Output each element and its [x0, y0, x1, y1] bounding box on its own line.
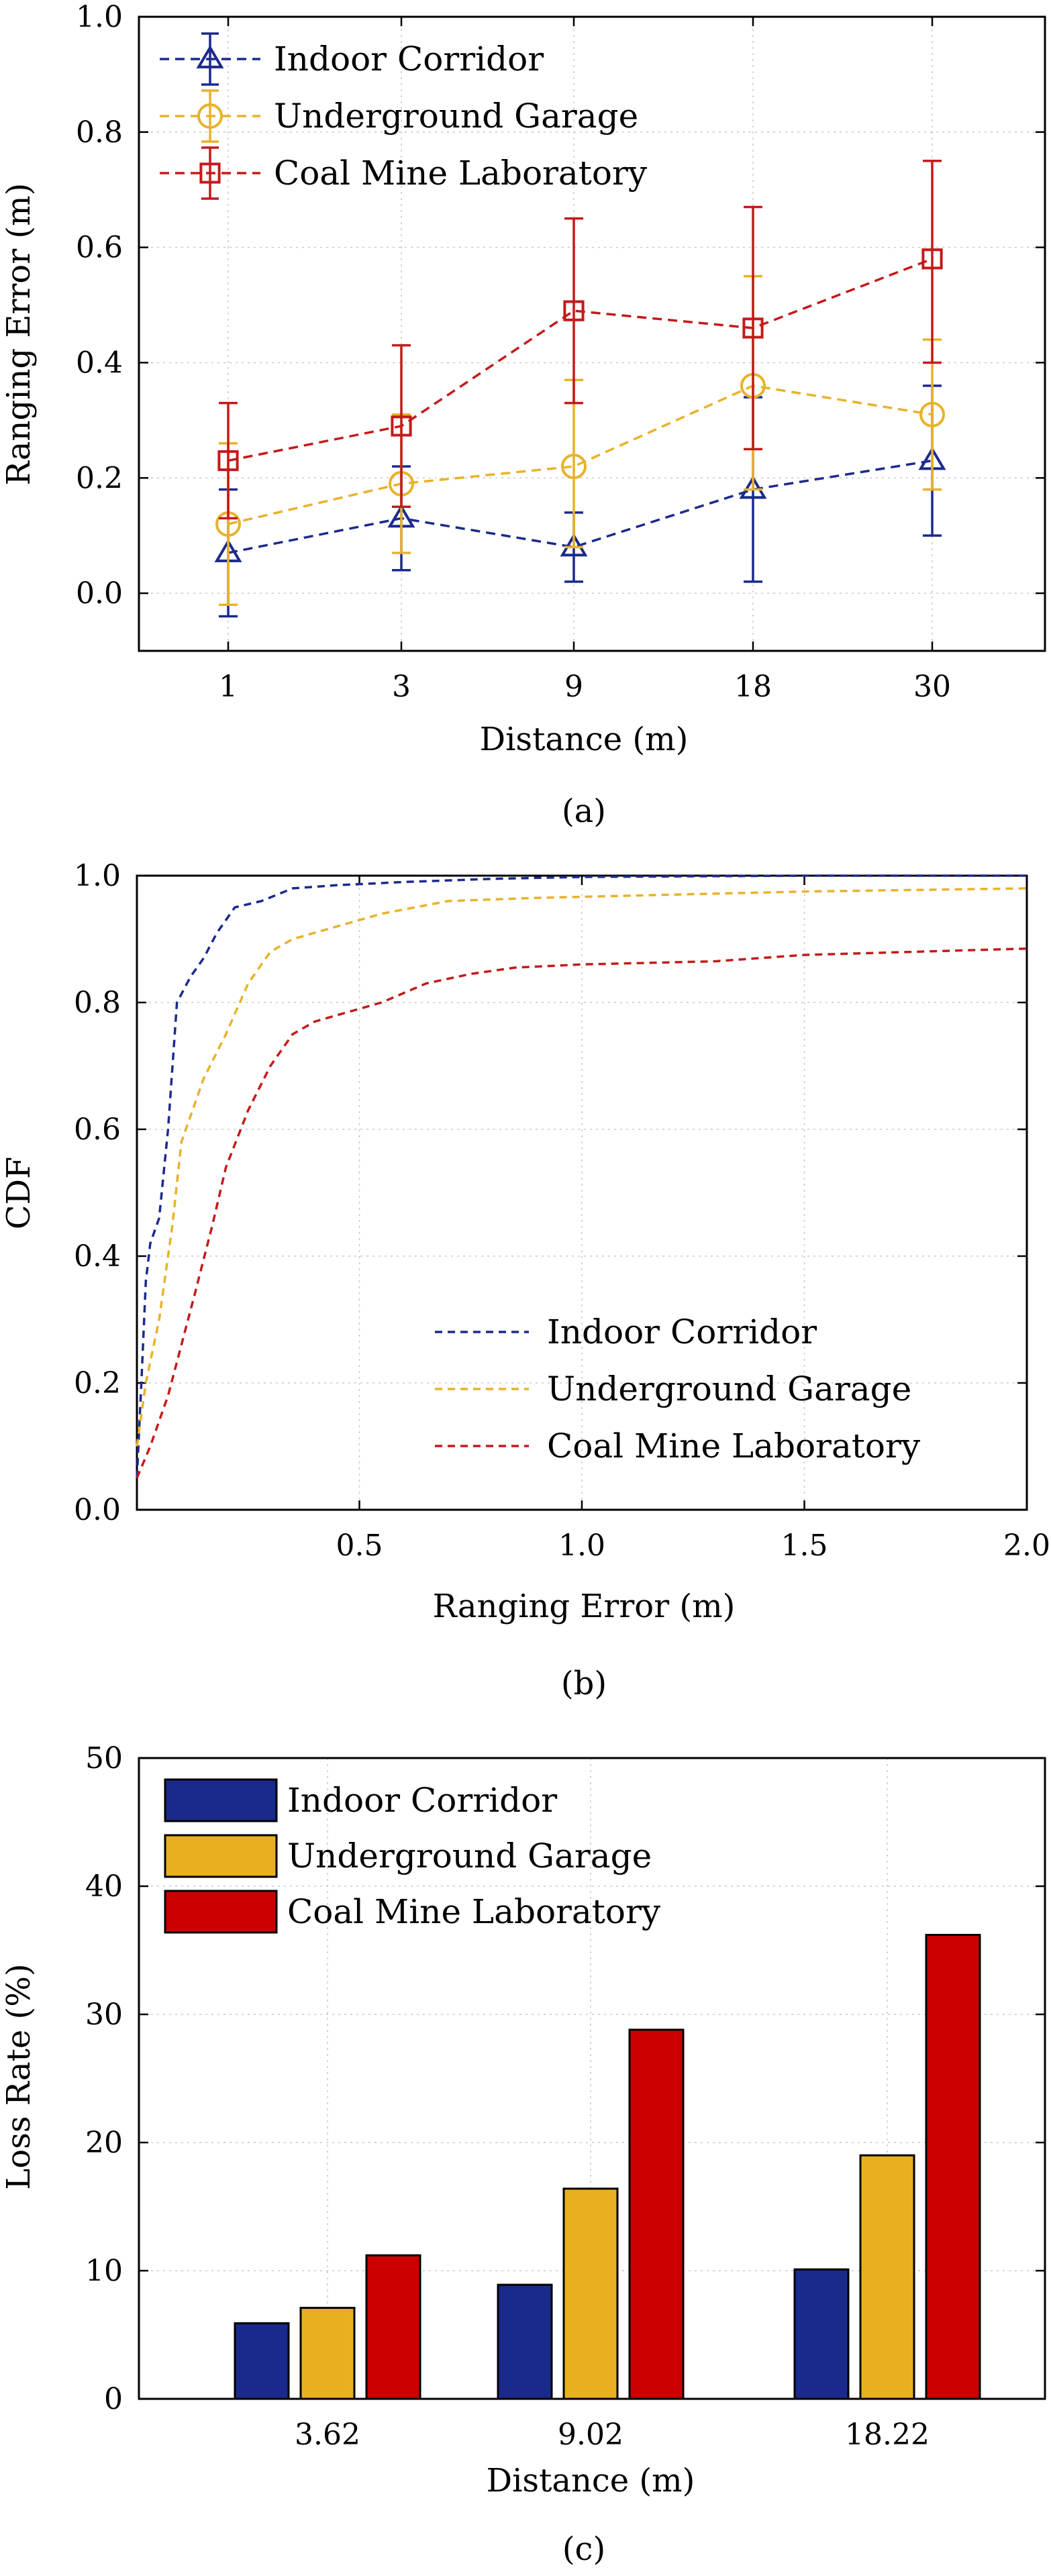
panel-c-bar-0 — [793, 2268, 850, 2400]
panel-c-ytick-label: 20 — [85, 2126, 123, 2160]
panel-c-ylabel: Loss Rate (%) — [0, 1963, 38, 2189]
legend-label: Indoor Corridor — [287, 1781, 557, 1820]
panel-a-series — [214, 160, 946, 618]
panel-c-ytick-label: 30 — [85, 1998, 123, 2032]
panel-b-ytick-label: 0.4 — [74, 1239, 121, 1274]
panel-b-xlabel: Ranging Error (m) — [433, 1588, 736, 1625]
panel-a-xtick-label: 18 — [734, 670, 772, 704]
panel-c-caption: (c) — [562, 2530, 605, 2568]
panel-a-point-1 — [561, 454, 587, 480]
legend-label: Indoor Corridor — [547, 1312, 817, 1351]
panel-b-xtick-label: 2.0 — [1003, 1529, 1050, 1563]
panel-b-ytick-label: 0.2 — [74, 1366, 121, 1400]
panel-a-ytick-label: 0.2 — [76, 461, 123, 495]
panel-c-bar-0 — [234, 2322, 290, 2400]
panel-c-xtick-label: 3.62 — [295, 2418, 360, 2452]
panel-c-ytick-label: 0 — [104, 2382, 123, 2416]
panel-a-point-0 — [560, 533, 588, 557]
panel-b-cdf: 0.0 0.2 0.4 0.6 0.8 1.0 0.5 1.0 1.5 2.0 CDF Rangi… — [0, 859, 1050, 1702]
panel-b-ylabel: CDF — [0, 1157, 38, 1230]
panel-a-line-1 — [228, 384, 933, 525]
panel-c-ytick-label: 10 — [85, 2254, 123, 2288]
legend-label: Underground Garage — [547, 1370, 911, 1408]
panel-c-legend: Indoor Corridor Underground Garage Coal Mi… — [164, 1778, 661, 1934]
panel-a-xtick-label: 9 — [564, 670, 583, 704]
legend-label: Underground Garage — [287, 1837, 652, 1875]
panel-a-caption: (a) — [562, 792, 606, 830]
legend-marker — [196, 45, 224, 68]
panel-a-ytick-label: 0.4 — [76, 346, 123, 380]
panel-c-bar-2 — [365, 2254, 421, 2400]
panel-a-ytick-label: 1.0 — [76, 0, 123, 34]
legend-label: Coal Mine Laboratory — [287, 1892, 661, 1931]
panel-a-point-2 — [563, 300, 585, 321]
panel-c-bar-1 — [859, 2154, 915, 2400]
panel-a-frame — [138, 15, 1046, 652]
panel-b-ytick-label: 0.8 — [74, 986, 121, 1020]
panel-b-xtick-label: 1.0 — [558, 1529, 605, 1563]
panel-c-loss-rate: 0 10 20 30 40 50 3.62 9.02 18.22 Loss Rate (%) D… — [0, 1741, 1046, 2568]
panel-c-ytick-label: 40 — [85, 1869, 123, 1904]
panel-b-ytick-label: 0.6 — [74, 1113, 121, 1147]
panel-a-ylabel: Ranging Error (m) — [0, 183, 38, 486]
panel-c-bar-2 — [628, 2028, 685, 2400]
panel-a-point-2 — [217, 450, 239, 472]
panel-a-ticks: 0.0 0.2 0.4 0.6 0.8 1.0 1 3 9 18 30 — [76, 0, 1045, 704]
legend-label: Coal Mine Laboratory — [547, 1427, 921, 1465]
panel-c-xtick-label: 18.22 — [845, 2418, 930, 2452]
panel-b-ticks: 0.0 0.2 0.4 0.6 0.8 1.0 0.5 1.0 1.5 2.0 — [74, 859, 1050, 1563]
panel-c-bars — [234, 1934, 981, 2400]
panel-b-cdf-line-1 — [136, 887, 1028, 1447]
panel-a-point-2 — [391, 415, 412, 437]
panel-c-ytick-label: 50 — [85, 1741, 123, 1775]
legend-swatch — [164, 1778, 278, 1822]
panel-a-xlabel: Distance (m) — [480, 721, 689, 758]
panel-a-legend: Indoor Corridor Underground Garage Coal Mi… — [160, 32, 648, 200]
panel-b-grid — [137, 875, 1028, 1510]
panel-c-xlabel: Distance (m) — [487, 2462, 695, 2500]
panel-b-xtick-label: 1.5 — [781, 1529, 828, 1563]
legend-swatch — [164, 1890, 278, 1934]
legend-label: Coal Mine Laboratory — [274, 154, 648, 193]
panel-c-bar-1 — [562, 2187, 619, 2400]
panel-c-bar-2 — [925, 1934, 981, 2400]
panel-a-ranging-error: 0.0 0.2 0.4 0.6 0.8 1.0 1 3 9 18 30 Ranging Error … — [0, 0, 1046, 830]
panel-b-ytick-label: 1.0 — [74, 859, 121, 893]
panel-a-xtick-label: 30 — [913, 670, 951, 704]
panel-b-legend: Indoor Corridor Underground Garage Coal Mi… — [435, 1312, 921, 1465]
panel-b-xtick-label: 0.5 — [336, 1529, 383, 1563]
panel-a-ytick-label: 0.8 — [76, 115, 123, 150]
panel-b-caption: (b) — [561, 1665, 607, 1702]
panel-c-bar-1 — [299, 2306, 356, 2400]
panel-b-cdf-line-0 — [136, 874, 1027, 1478]
panel-a-ytick-label: 0.0 — [76, 576, 123, 611]
panel-b-cdf-line-2 — [136, 947, 1028, 1479]
panel-a-point-2 — [742, 317, 764, 339]
panel-c-xtick-label: 9.02 — [558, 2418, 623, 2452]
panel-a-point-1 — [919, 401, 945, 427]
panel-a-line-2 — [228, 258, 933, 462]
panel-a-xtick-label: 1 — [219, 670, 238, 704]
legend-marker — [199, 162, 221, 184]
legend-marker — [197, 103, 223, 129]
panel-a-point-0 — [739, 475, 767, 499]
panel-a-xtick-label: 3 — [392, 670, 411, 704]
panel-b-ytick-label: 0.0 — [74, 1493, 121, 1527]
panel-c-ticks: 0 10 20 30 40 50 3.62 9.02 18.22 — [85, 1741, 1045, 2452]
panel-c-bar-0 — [497, 2283, 553, 2400]
legend-label: Indoor Corridor — [274, 40, 544, 79]
legend-label: Underground Garage — [274, 97, 638, 136]
panel-a-ytick-label: 0.6 — [76, 231, 123, 265]
legend-swatch — [164, 1834, 278, 1878]
panel-b-series — [136, 874, 1028, 1479]
panel-a-point-2 — [921, 248, 943, 270]
